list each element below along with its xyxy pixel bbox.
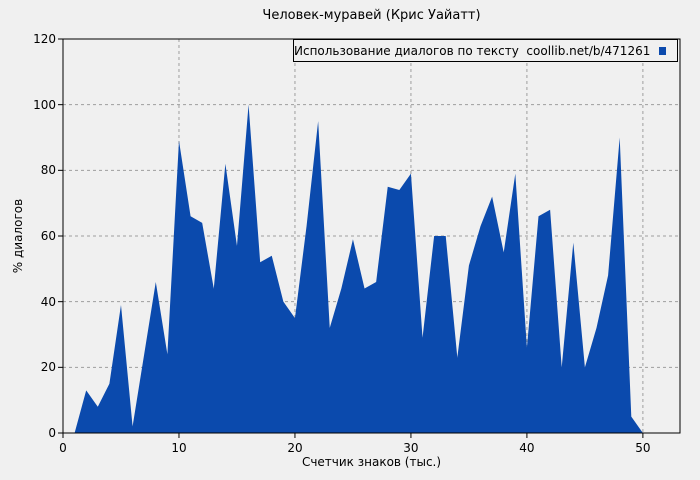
x-tick-label-30: 30 xyxy=(403,441,419,455)
x-tick-label-40: 40 xyxy=(519,441,535,455)
dialog-usage-area-series xyxy=(63,104,643,434)
y-tick-label-60: 60 xyxy=(40,229,56,243)
chart-title: Человек-муравей (Крис Уайатт) xyxy=(262,8,481,23)
x-axis-label: Счетчик знаков (тыс.) xyxy=(301,455,442,469)
y-tick-label-20: 20 xyxy=(40,360,56,375)
x-tick-label-50: 50 xyxy=(635,441,651,455)
y-tick-label-40: 40 xyxy=(40,294,56,309)
y-tick-label-80: 80 xyxy=(40,163,56,178)
legend-label: Использование диалогов по тексту coollib… xyxy=(294,43,651,58)
y-tick-label-120: 120 xyxy=(33,32,56,46)
y-tick-label-0: 0 xyxy=(48,426,56,440)
x-tick-label-10: 10 xyxy=(171,441,187,455)
x-tick-label-20: 20 xyxy=(287,441,303,455)
legend-swatch xyxy=(659,46,666,55)
legend-box: Использование диалогов по тексту coollib… xyxy=(293,39,678,62)
y-tick-label-100: 100 xyxy=(33,97,56,112)
x-tick-label-0: 0 xyxy=(59,441,67,455)
